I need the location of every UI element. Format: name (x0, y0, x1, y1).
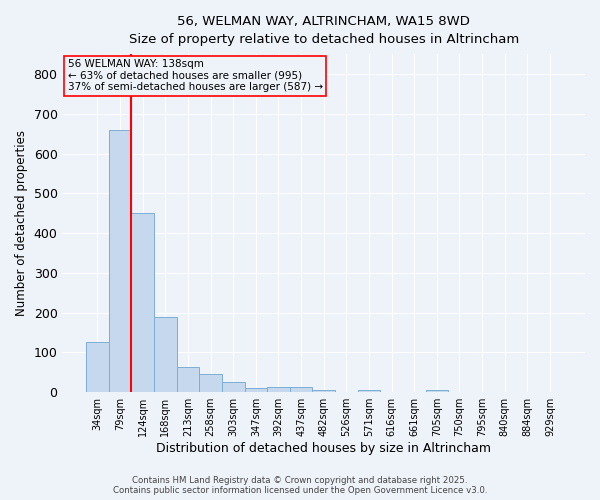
Bar (267, 388, 290, 392)
Bar (109, 130, 131, 392)
Y-axis label: Number of detached properties: Number of detached properties (15, 130, 28, 316)
Text: 56 WELMAN WAY: 138sqm
← 63% of detached houses are smaller (995)
37% of semi-det: 56 WELMAN WAY: 138sqm ← 63% of detached … (68, 59, 323, 92)
Bar (199, 374, 222, 392)
Bar (425, 390, 448, 392)
Bar (358, 390, 380, 392)
Bar (222, 382, 245, 392)
Bar (245, 388, 267, 392)
Text: Contains HM Land Registry data © Crown copyright and database right 2025.
Contai: Contains HM Land Registry data © Crown c… (113, 476, 487, 495)
X-axis label: Distribution of detached houses by size in Altrincham: Distribution of detached houses by size … (156, 442, 491, 455)
Bar (290, 387, 313, 392)
Bar (131, 213, 154, 392)
Bar (313, 390, 335, 392)
Bar (154, 316, 176, 392)
Title: 56, WELMAN WAY, ALTRINCHAM, WA15 8WD
Size of property relative to detached house: 56, WELMAN WAY, ALTRINCHAM, WA15 8WD Siz… (128, 15, 519, 46)
Bar (86, 342, 109, 392)
Bar (176, 367, 199, 392)
